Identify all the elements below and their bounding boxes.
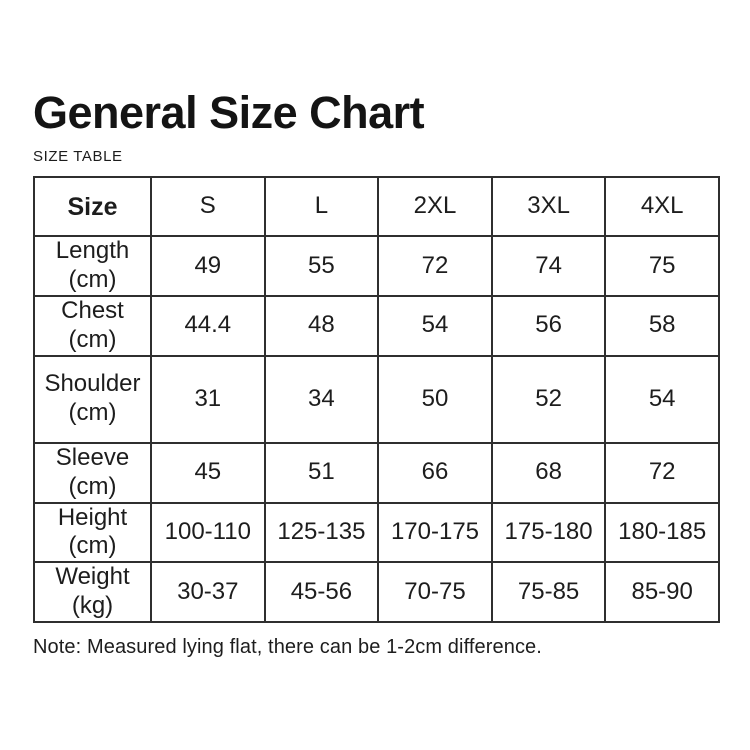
row-label-name: Height [57, 503, 128, 531]
cell-shoulder-l: 34 [263, 354, 380, 444]
row-label-sleeve: Sleeve (cm) [33, 441, 152, 504]
row-label-name: Chest [61, 297, 124, 324]
row-label-unit: (cm) [68, 266, 117, 293]
cell-chest-l: 48 [263, 295, 380, 357]
cell-sleeve-4xl: 72 [604, 441, 720, 504]
column-header-size: Size [33, 176, 152, 237]
table-row-length: Length (cm) 49 55 72 74 75 [33, 235, 720, 297]
cell-length-3xl: 74 [490, 235, 607, 297]
row-label-unit: (cm) [68, 399, 117, 427]
cell-length-s: 49 [150, 235, 266, 297]
row-label-chest: Chest (cm) [33, 295, 152, 357]
row-label-unit: (kg) [71, 592, 114, 620]
cell-height-3xl: 175-180 [490, 501, 607, 564]
column-header-3xl: 3XL [490, 176, 607, 237]
cell-height-s: 100-110 [150, 501, 266, 564]
row-label-name: Shoulder [44, 370, 141, 398]
cell-height-l: 125-135 [263, 501, 380, 564]
cell-length-2xl: 72 [377, 235, 493, 297]
cell-chest-2xl: 54 [377, 295, 493, 357]
table-row-sleeve: Sleeve (cm) 45 51 66 68 72 [33, 441, 720, 504]
cell-weight-l: 45-56 [263, 561, 380, 624]
cell-chest-4xl: 58 [604, 295, 720, 357]
table-row-chest: Chest (cm) 44.4 48 54 56 58 [33, 295, 720, 357]
cell-shoulder-2xl: 50 [377, 354, 493, 444]
column-header-2xl: 2XL [377, 176, 493, 237]
cell-weight-3xl: 75-85 [490, 561, 607, 624]
measurement-note: Note: Measured lying flat, there can be … [33, 636, 542, 659]
cell-length-4xl: 75 [604, 235, 720, 297]
cell-height-4xl: 180-185 [604, 501, 720, 564]
column-header-4xl: 4XL [604, 176, 720, 237]
cell-shoulder-s: 31 [150, 354, 266, 444]
cell-weight-2xl: 70-75 [377, 561, 493, 624]
cell-sleeve-s: 45 [150, 441, 266, 504]
row-label-unit: (cm) [68, 472, 117, 500]
cell-sleeve-2xl: 66 [377, 441, 493, 504]
row-label-unit: (cm) [68, 325, 117, 353]
page-subtitle: SIZE TABLE [33, 148, 123, 165]
row-label-name: Weight [55, 563, 130, 591]
row-label-height: Height (cm) [33, 501, 152, 564]
cell-chest-3xl: 56 [490, 295, 607, 357]
cell-sleeve-l: 51 [263, 441, 380, 504]
column-header-s: S [150, 176, 266, 237]
row-label-weight: Weight (kg) [33, 561, 152, 624]
cell-shoulder-3xl: 52 [490, 354, 607, 444]
cell-shoulder-4xl: 54 [604, 354, 720, 444]
page-title: General Size Chart [33, 87, 425, 138]
cell-chest-s: 44.4 [150, 295, 266, 357]
cell-height-2xl: 170-175 [377, 501, 493, 564]
row-label-unit: (cm) [68, 532, 117, 560]
table-row-weight: Weight (kg) 30-37 45-56 70-75 75-85 85-9… [33, 561, 720, 624]
table-header-row: Size S L 2XL 3XL 4XL [33, 176, 720, 237]
column-header-l: L [263, 176, 380, 237]
table-row-height: Height (cm) 100-110 125-135 170-175 175-… [33, 501, 720, 564]
row-label-name: Length [55, 237, 130, 265]
row-label-name: Sleeve [55, 443, 130, 471]
row-label-length: Length (cm) [33, 235, 152, 297]
size-table: Size S L 2XL 3XL 4XL Length (cm) 49 55 7… [33, 176, 720, 624]
table-row-shoulder: Shoulder (cm) 31 34 50 52 54 [33, 354, 720, 444]
cell-weight-s: 30-37 [150, 561, 266, 624]
cell-sleeve-3xl: 68 [490, 441, 607, 504]
cell-weight-4xl: 85-90 [604, 561, 720, 624]
row-label-shoulder: Shoulder (cm) [33, 354, 152, 444]
cell-length-l: 55 [263, 235, 380, 297]
